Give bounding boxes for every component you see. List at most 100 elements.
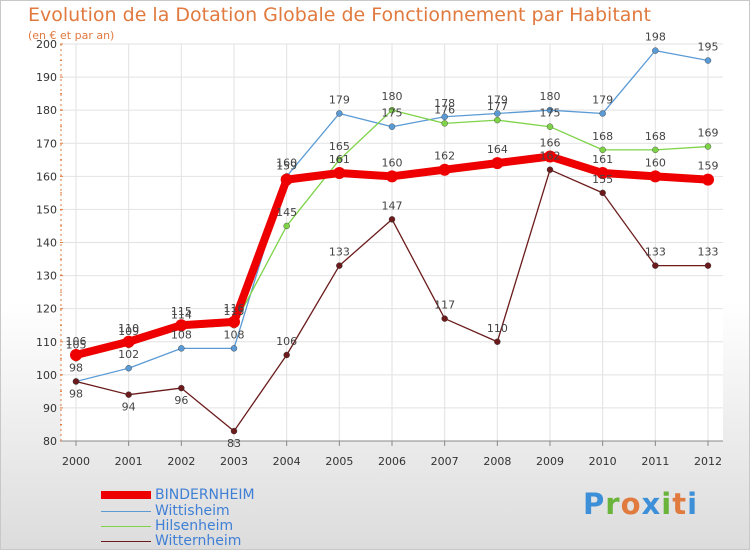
data-point (388, 106, 396, 114)
legend-item-hilsenheim: Hilsenheim (101, 518, 233, 534)
x-tick-label: 2005 (325, 455, 353, 468)
chart-subtitle: (en € et par an) (28, 29, 115, 42)
data-label: 175 (382, 107, 403, 120)
data-label: 180 (540, 90, 561, 103)
data-label: 179 (329, 93, 350, 106)
data-label: 147 (382, 199, 403, 212)
data-point (599, 189, 606, 197)
y-tick-label: 140 (36, 237, 57, 250)
data-label: 114 (171, 309, 192, 322)
data-point (336, 262, 343, 269)
data-point (72, 378, 80, 385)
data-point (438, 163, 451, 176)
data-label: 145 (276, 206, 297, 219)
data-point (652, 47, 659, 54)
data-label: 198 (645, 31, 666, 44)
data-label: 160 (276, 156, 297, 169)
data-point (388, 123, 396, 130)
data-label: 180 (382, 90, 403, 103)
x-tick-label: 2011 (641, 455, 669, 468)
data-label: 110 (118, 322, 139, 335)
data-label: 160 (382, 156, 403, 169)
data-label: 133 (698, 246, 719, 259)
data-label: 115 (224, 305, 245, 318)
data-label: 98 (69, 387, 83, 400)
legend-label: Witternheim (155, 533, 242, 549)
data-label: 166 (540, 136, 561, 149)
data-point (491, 157, 504, 170)
data-point (649, 170, 662, 183)
proxiti-logo: Proxiti (583, 487, 698, 521)
data-label: 96 (174, 394, 188, 407)
legend-item-wittisheim: Wittisheim (101, 503, 230, 519)
data-point (336, 110, 343, 117)
data-label: 162 (540, 150, 561, 163)
data-point (441, 315, 448, 322)
x-tick-label: 2009 (536, 455, 564, 468)
data-label: 105 (66, 338, 87, 351)
x-tick-label: 2000 (62, 455, 90, 468)
data-point (599, 146, 606, 154)
data-label: 177 (487, 100, 508, 113)
y-tick-label: 180 (36, 104, 57, 117)
x-tick-label: 2008 (483, 455, 511, 468)
x-tick-label: 2007 (431, 455, 459, 468)
data-point (494, 110, 501, 117)
logo-letter: i (687, 487, 699, 521)
data-point (178, 384, 185, 392)
data-point (333, 167, 346, 180)
data-point (122, 335, 135, 348)
data-point (652, 146, 659, 154)
data-label: 176 (434, 103, 455, 116)
y-tick-label: 80 (43, 435, 57, 448)
data-label: 161 (592, 153, 613, 166)
data-label: 133 (645, 246, 666, 259)
x-tick-label: 2010 (589, 455, 617, 468)
data-point (388, 216, 396, 223)
legend-label: BINDERNHEIM (155, 487, 255, 503)
data-label: 98 (69, 361, 83, 374)
logo-letter: P (583, 487, 606, 521)
data-label: 162 (434, 150, 455, 163)
y-tick-label: 110 (36, 336, 57, 349)
data-point (283, 222, 290, 230)
y-tick-label: 120 (36, 303, 57, 316)
data-point (441, 120, 448, 127)
data-label: 117 (434, 299, 455, 312)
data-label: 164 (487, 143, 508, 156)
data-label: 115 (171, 305, 192, 318)
data-label: 161 (329, 153, 350, 166)
data-label: 168 (645, 130, 666, 143)
data-point (283, 351, 290, 359)
data-point (230, 427, 238, 435)
data-label: 179 (487, 93, 508, 106)
x-tick-label: 2002 (167, 455, 195, 468)
logo-letter: r (605, 487, 621, 521)
y-tick-label: 160 (36, 170, 57, 183)
data-point (386, 170, 398, 183)
logo-letter: o (620, 487, 642, 521)
y-tick-label: 190 (36, 71, 57, 84)
y-tick-label: 130 (36, 270, 57, 283)
chart-title: Evolution de la Dotation Globale de Fonc… (28, 4, 651, 26)
data-label: 108 (224, 328, 245, 341)
data-point (702, 173, 714, 186)
data-point (704, 143, 712, 150)
data-point (125, 365, 132, 372)
data-label: 83 (227, 437, 241, 450)
data-label: 178 (434, 97, 455, 110)
x-tick-label: 2012 (694, 455, 722, 468)
data-label: 133 (329, 246, 350, 259)
data-label: 159 (276, 160, 297, 173)
data-point (494, 116, 501, 124)
data-point (70, 348, 82, 361)
x-tick-label: 2003 (220, 455, 248, 468)
data-point (280, 173, 293, 186)
data-label: 110 (487, 322, 508, 335)
data-label: 94 (122, 401, 136, 414)
data-label: 155 (592, 173, 613, 186)
data-label: 169 (698, 127, 719, 140)
legend-swatch (101, 540, 151, 542)
legend-swatch (101, 491, 151, 499)
legend-label: Hilsenheim (155, 518, 234, 534)
